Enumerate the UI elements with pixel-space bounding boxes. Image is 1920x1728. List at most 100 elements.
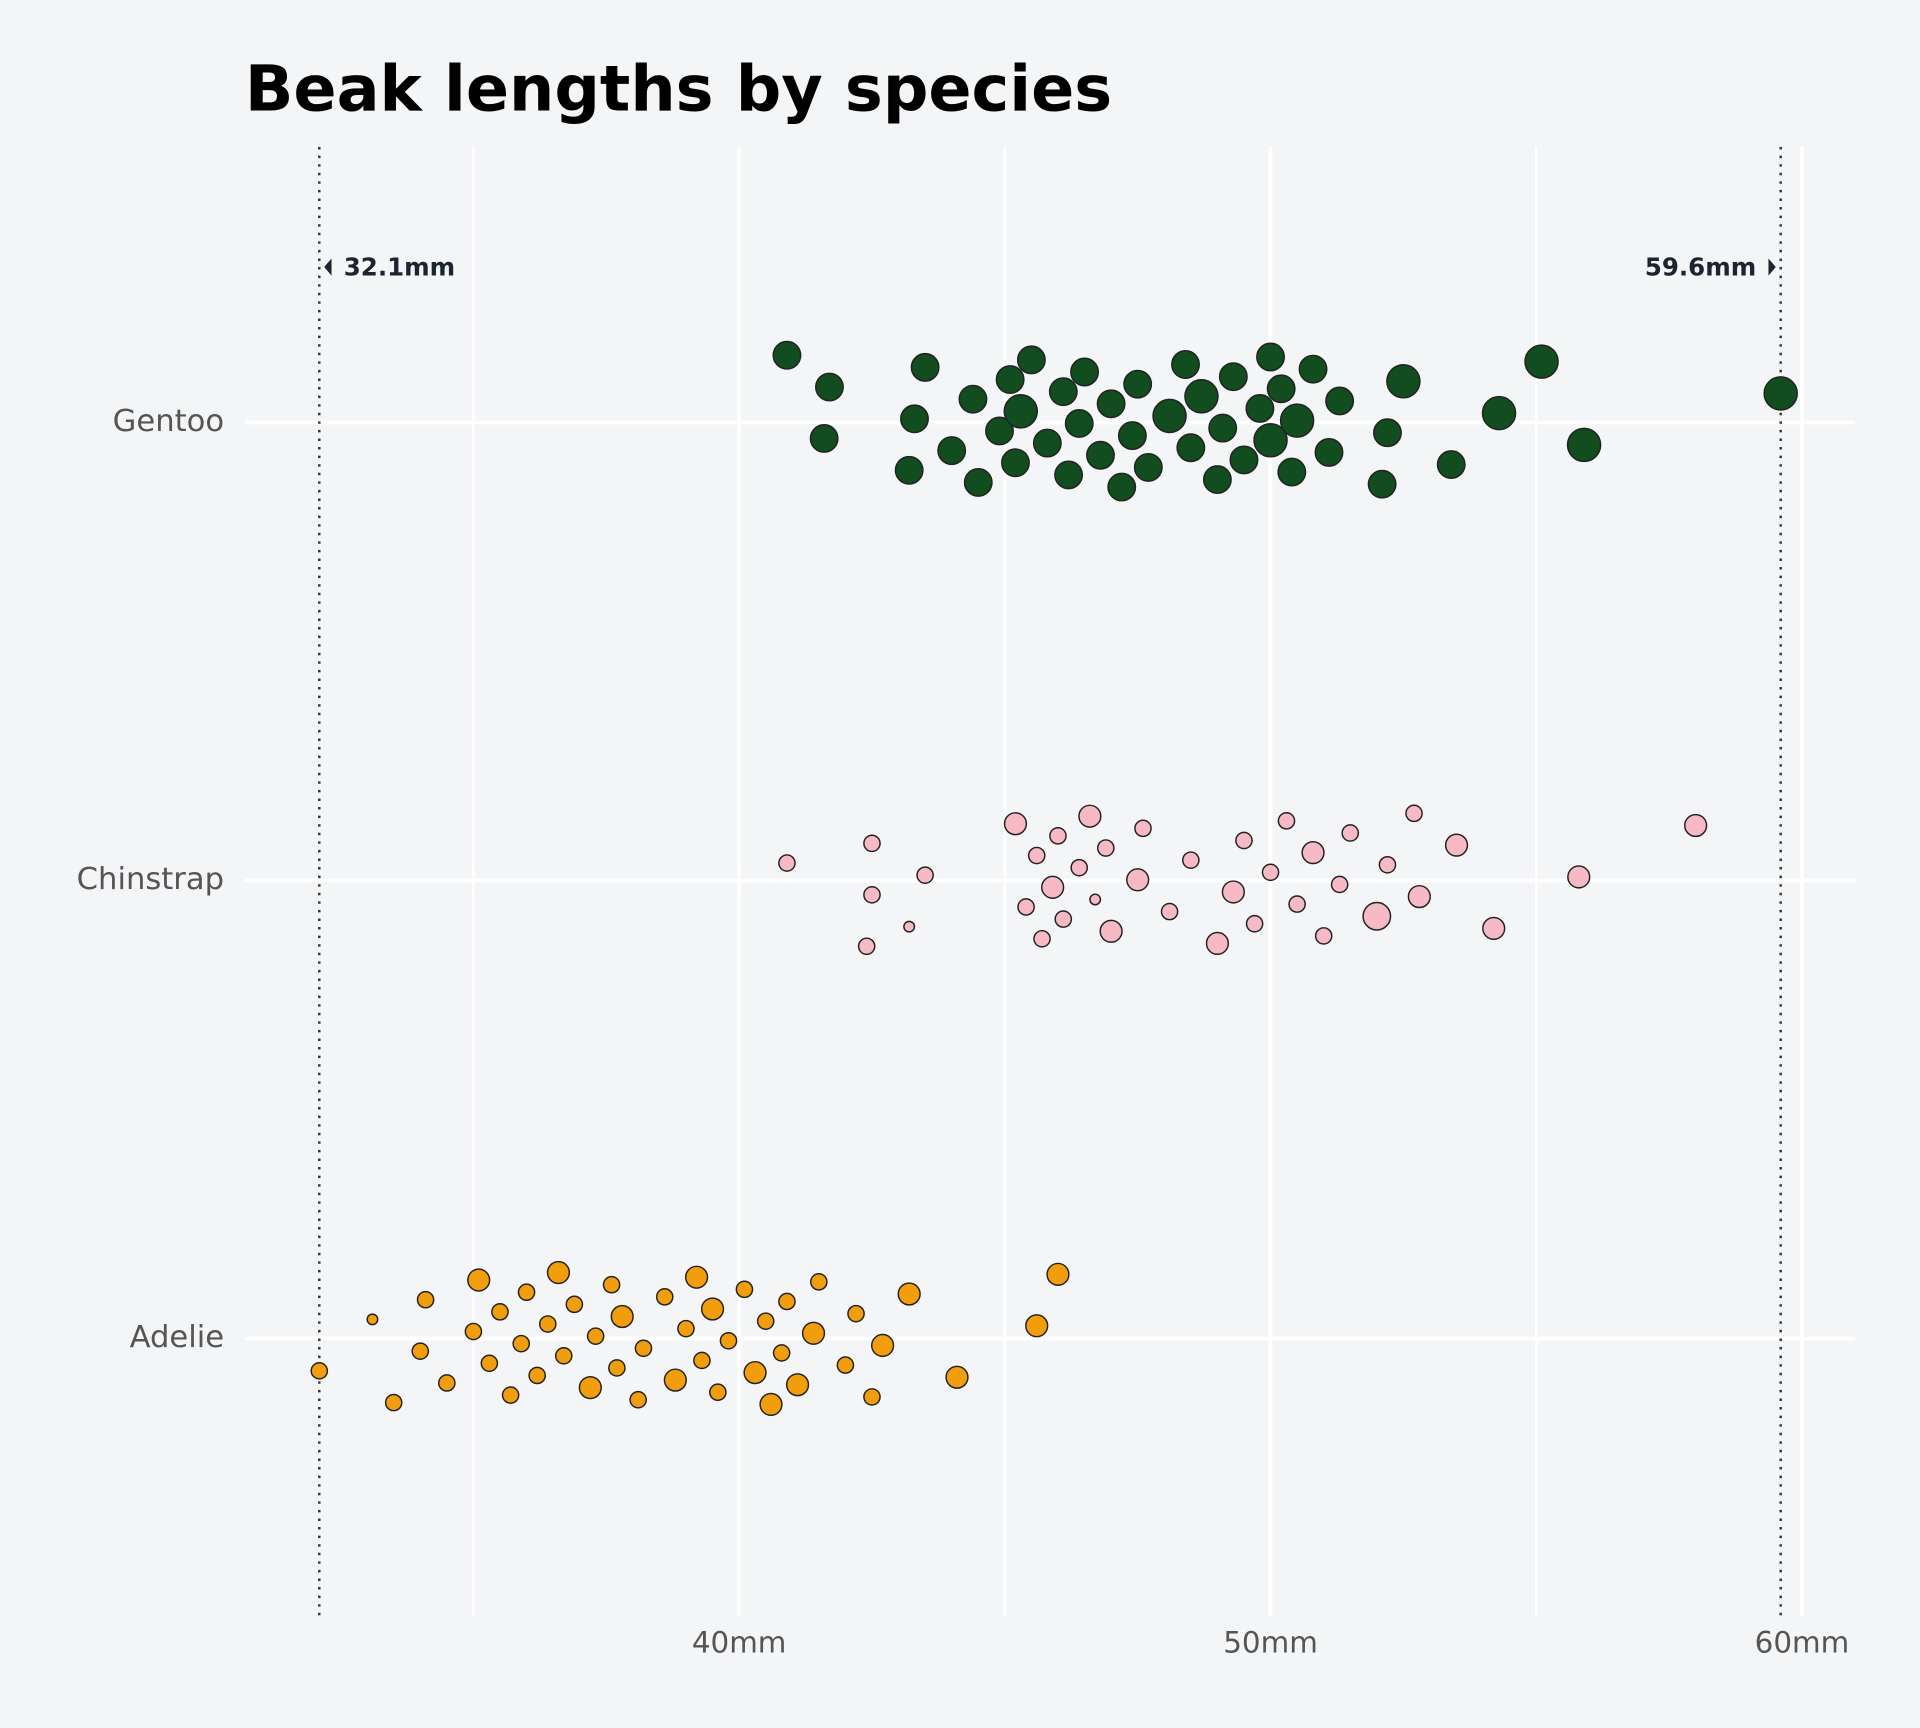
point bbox=[1208, 413, 1238, 443]
point bbox=[1253, 422, 1288, 458]
point bbox=[756, 1312, 775, 1330]
point bbox=[1134, 819, 1152, 838]
point bbox=[1367, 469, 1397, 499]
point bbox=[602, 1275, 621, 1294]
point bbox=[1341, 824, 1360, 842]
annotation-arrow bbox=[1768, 258, 1776, 276]
point bbox=[1070, 858, 1089, 877]
point bbox=[1325, 386, 1355, 416]
point bbox=[900, 404, 929, 434]
point bbox=[916, 866, 934, 884]
point bbox=[1261, 863, 1280, 882]
point bbox=[709, 1383, 727, 1402]
point bbox=[416, 1290, 435, 1309]
point bbox=[801, 1321, 826, 1345]
point bbox=[1048, 377, 1078, 407]
point bbox=[1229, 445, 1259, 475]
point bbox=[1482, 916, 1506, 941]
point bbox=[1279, 403, 1315, 438]
point bbox=[958, 384, 988, 414]
point bbox=[1152, 398, 1187, 434]
point bbox=[1202, 465, 1232, 494]
point bbox=[963, 467, 993, 497]
point bbox=[608, 1359, 626, 1377]
point bbox=[1277, 812, 1296, 830]
point bbox=[1218, 362, 1248, 392]
point bbox=[1046, 1262, 1070, 1286]
point bbox=[1373, 418, 1402, 448]
point bbox=[512, 1334, 531, 1353]
point bbox=[903, 920, 916, 933]
point bbox=[1117, 421, 1147, 451]
point bbox=[1099, 919, 1123, 943]
point bbox=[1054, 910, 1073, 928]
point bbox=[1567, 865, 1591, 889]
point bbox=[1245, 914, 1264, 933]
point bbox=[857, 937, 876, 956]
point bbox=[847, 1304, 865, 1323]
point bbox=[870, 1333, 895, 1358]
point bbox=[565, 1295, 584, 1314]
point bbox=[1123, 369, 1153, 399]
point bbox=[1362, 901, 1392, 931]
point bbox=[480, 1354, 499, 1373]
point bbox=[366, 1313, 379, 1326]
point bbox=[1407, 884, 1431, 909]
point bbox=[743, 1360, 767, 1385]
point bbox=[1054, 460, 1084, 490]
point bbox=[945, 1365, 969, 1389]
point bbox=[1160, 902, 1179, 921]
point bbox=[467, 1268, 491, 1292]
y-tick-label: Adelie bbox=[130, 1320, 225, 1355]
point bbox=[1235, 831, 1253, 850]
point bbox=[1221, 880, 1245, 904]
point bbox=[1378, 855, 1397, 874]
point bbox=[897, 1282, 921, 1306]
point bbox=[1171, 350, 1200, 379]
point bbox=[1107, 472, 1137, 502]
point bbox=[1033, 929, 1051, 948]
chart-title: Beak lengths by species bbox=[245, 52, 1112, 126]
point bbox=[1301, 841, 1325, 865]
point bbox=[995, 365, 1025, 394]
point bbox=[937, 436, 967, 466]
point bbox=[1524, 344, 1559, 379]
point bbox=[1684, 813, 1708, 838]
point bbox=[1763, 376, 1798, 411]
point bbox=[1078, 804, 1102, 828]
point bbox=[985, 416, 1014, 446]
point bbox=[1444, 833, 1469, 857]
point bbox=[778, 854, 796, 872]
point bbox=[719, 1331, 738, 1350]
point bbox=[863, 886, 881, 904]
point bbox=[310, 1362, 329, 1380]
point bbox=[815, 372, 844, 402]
point bbox=[663, 1368, 687, 1392]
point bbox=[464, 1322, 483, 1341]
point bbox=[810, 1273, 828, 1291]
point bbox=[1003, 812, 1028, 836]
point bbox=[1481, 395, 1517, 431]
annotation-arrow bbox=[324, 258, 332, 276]
point bbox=[700, 1297, 725, 1321]
point bbox=[894, 455, 924, 485]
point bbox=[1330, 875, 1349, 894]
point bbox=[1032, 428, 1062, 458]
point bbox=[1314, 927, 1333, 945]
point bbox=[1096, 839, 1115, 857]
point bbox=[501, 1386, 520, 1404]
point bbox=[677, 1319, 695, 1338]
point bbox=[1064, 409, 1094, 438]
point bbox=[1070, 357, 1099, 387]
point bbox=[684, 1265, 709, 1289]
point bbox=[1086, 440, 1115, 470]
annotation-label: 59.6mm bbox=[1645, 252, 1756, 281]
point bbox=[1288, 895, 1306, 913]
annotation-label: 32.1mm bbox=[344, 252, 455, 281]
point bbox=[1126, 868, 1150, 892]
point bbox=[772, 1344, 791, 1362]
y-tick-label: Chinstrap bbox=[77, 862, 224, 897]
point bbox=[1405, 804, 1423, 823]
point bbox=[1245, 393, 1275, 423]
